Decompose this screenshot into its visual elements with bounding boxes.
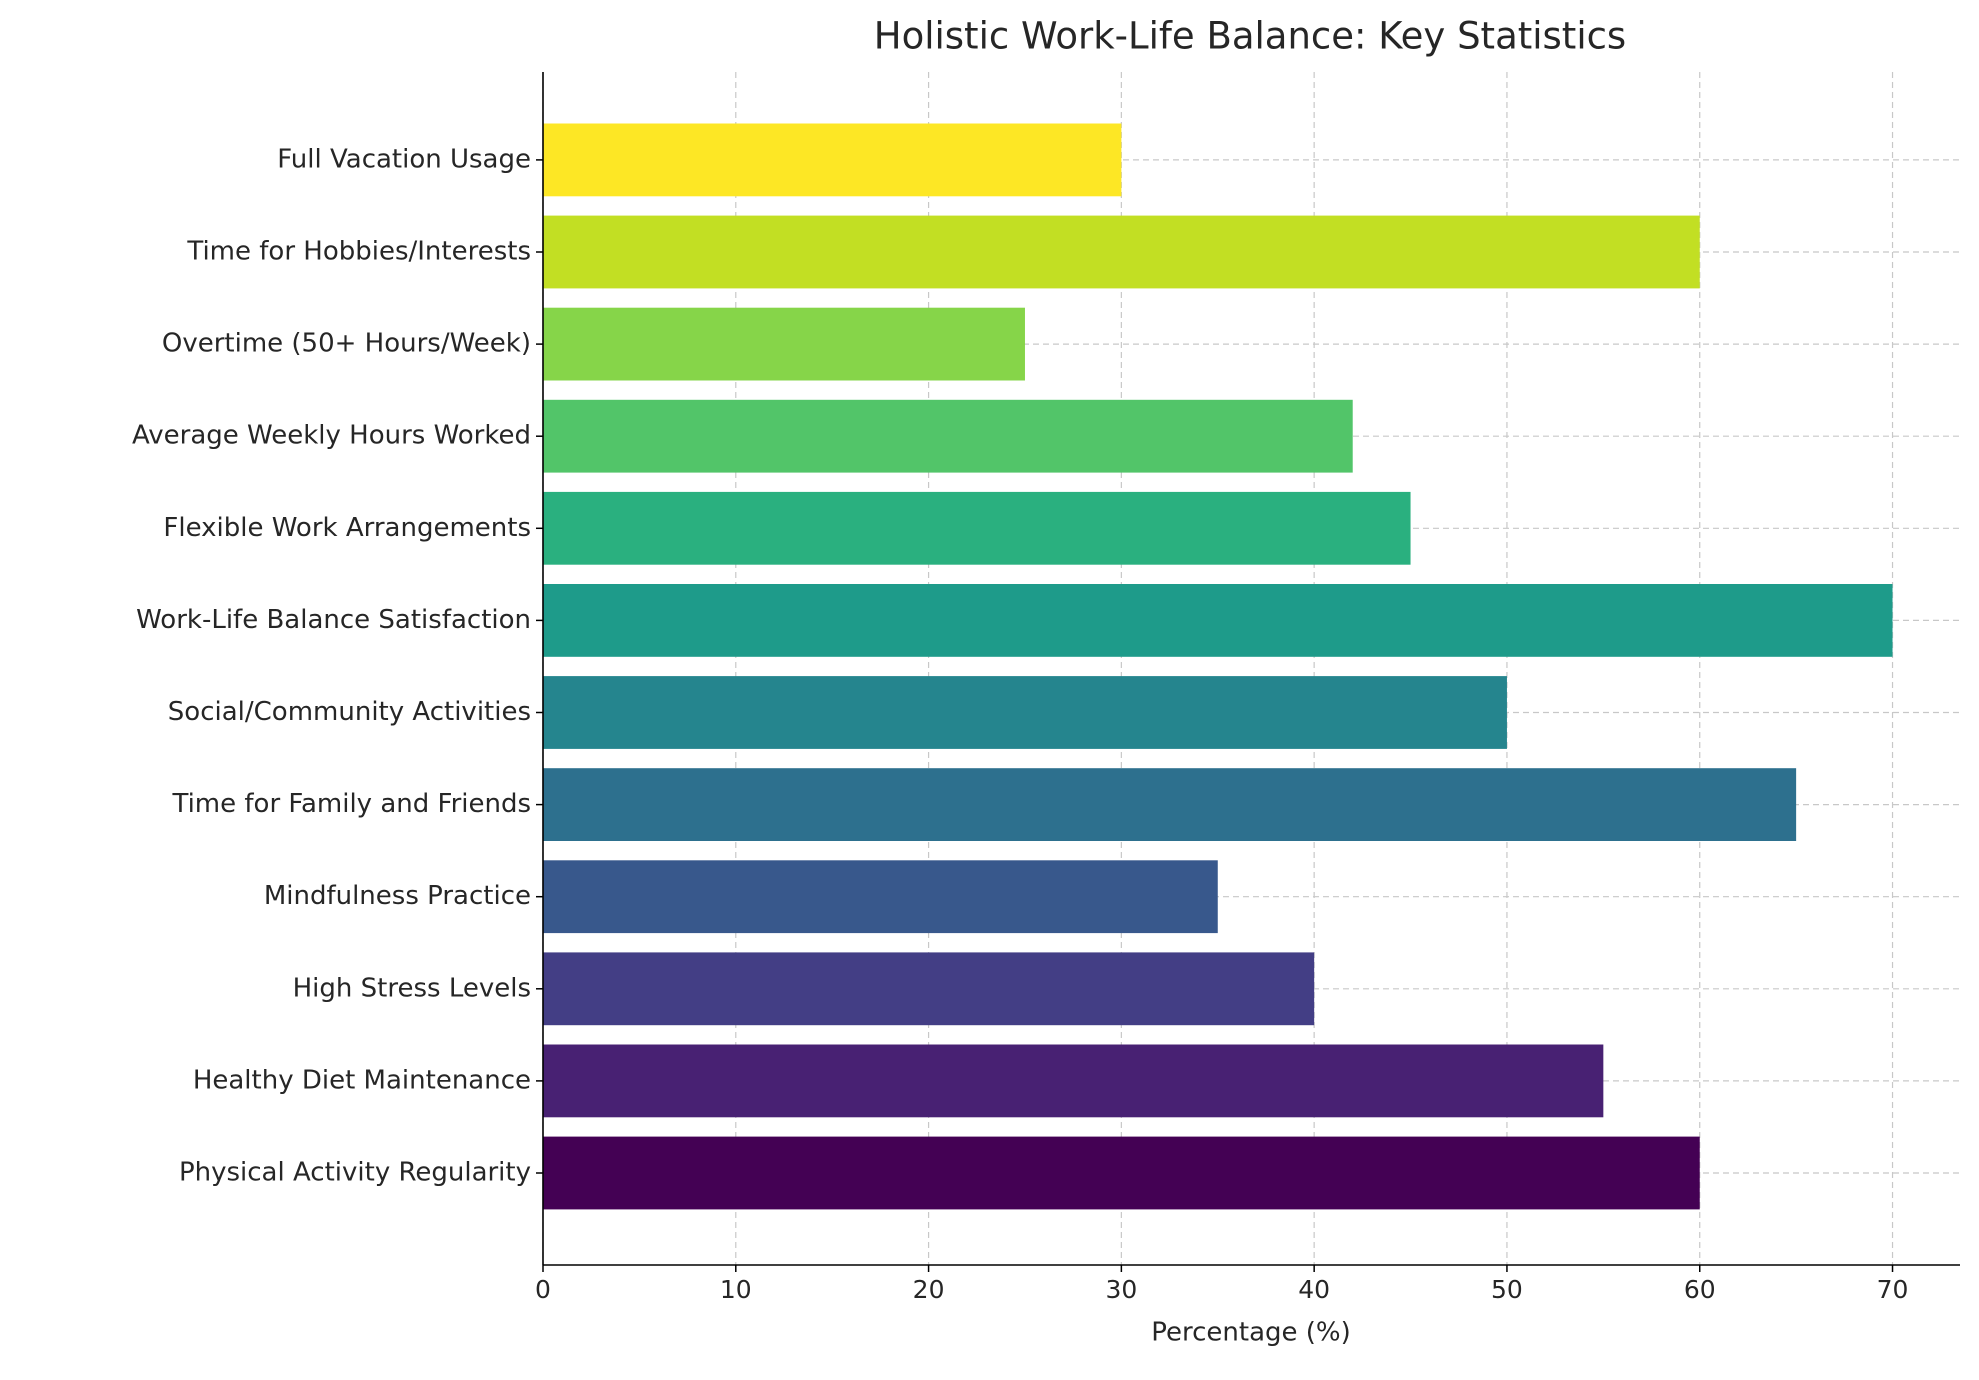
y-tick-label: Physical Activity Regularity bbox=[179, 1158, 531, 1188]
bar bbox=[543, 768, 1797, 841]
x-tick-label: 10 bbox=[720, 1275, 752, 1304]
x-axis-label: Percentage (%) bbox=[1151, 1318, 1351, 1348]
chart-title: Holistic Work-Life Balance: Key Statisti… bbox=[874, 15, 1626, 58]
bar bbox=[543, 1136, 1700, 1210]
y-tick-label: Full Vacation Usage bbox=[277, 144, 531, 174]
y-tick-label: Flexible Work Arrangements bbox=[163, 513, 531, 543]
y-tick-label: Time for Hobbies/Interests bbox=[186, 237, 531, 267]
bar bbox=[543, 1044, 1604, 1118]
y-tick-label: Mindfulness Practice bbox=[264, 881, 531, 911]
y-tick-label: Time for Family and Friends bbox=[171, 789, 531, 819]
bar bbox=[543, 584, 1893, 657]
bar bbox=[543, 307, 1025, 381]
x-tick-label: 20 bbox=[913, 1275, 945, 1304]
y-tick-label: Social/Community Activities bbox=[168, 697, 531, 727]
bar bbox=[543, 491, 1411, 565]
y-tick-label: Average Weekly Hours Worked bbox=[132, 421, 531, 451]
y-tick-label: Healthy Diet Maintenance bbox=[193, 1065, 531, 1095]
y-tick-label: High Stress Levels bbox=[293, 973, 531, 1003]
x-tick-label: 70 bbox=[1877, 1275, 1909, 1304]
y-tick-label: Work-Life Balance Satisfaction bbox=[136, 605, 531, 635]
x-tick-label: 30 bbox=[1105, 1275, 1137, 1304]
x-tick-label: 50 bbox=[1491, 1275, 1523, 1304]
x-tick-label: 0 bbox=[535, 1275, 551, 1304]
x-tick-label: 40 bbox=[1298, 1275, 1330, 1304]
bar bbox=[543, 676, 1507, 749]
x-tick-label: 60 bbox=[1684, 1275, 1716, 1304]
bar bbox=[543, 215, 1700, 289]
bar bbox=[543, 399, 1353, 473]
y-tick-label: Overtime (50+ Hours/Week) bbox=[162, 329, 531, 359]
bar bbox=[543, 860, 1218, 934]
bar bbox=[543, 952, 1315, 1026]
bar bbox=[543, 123, 1122, 197]
